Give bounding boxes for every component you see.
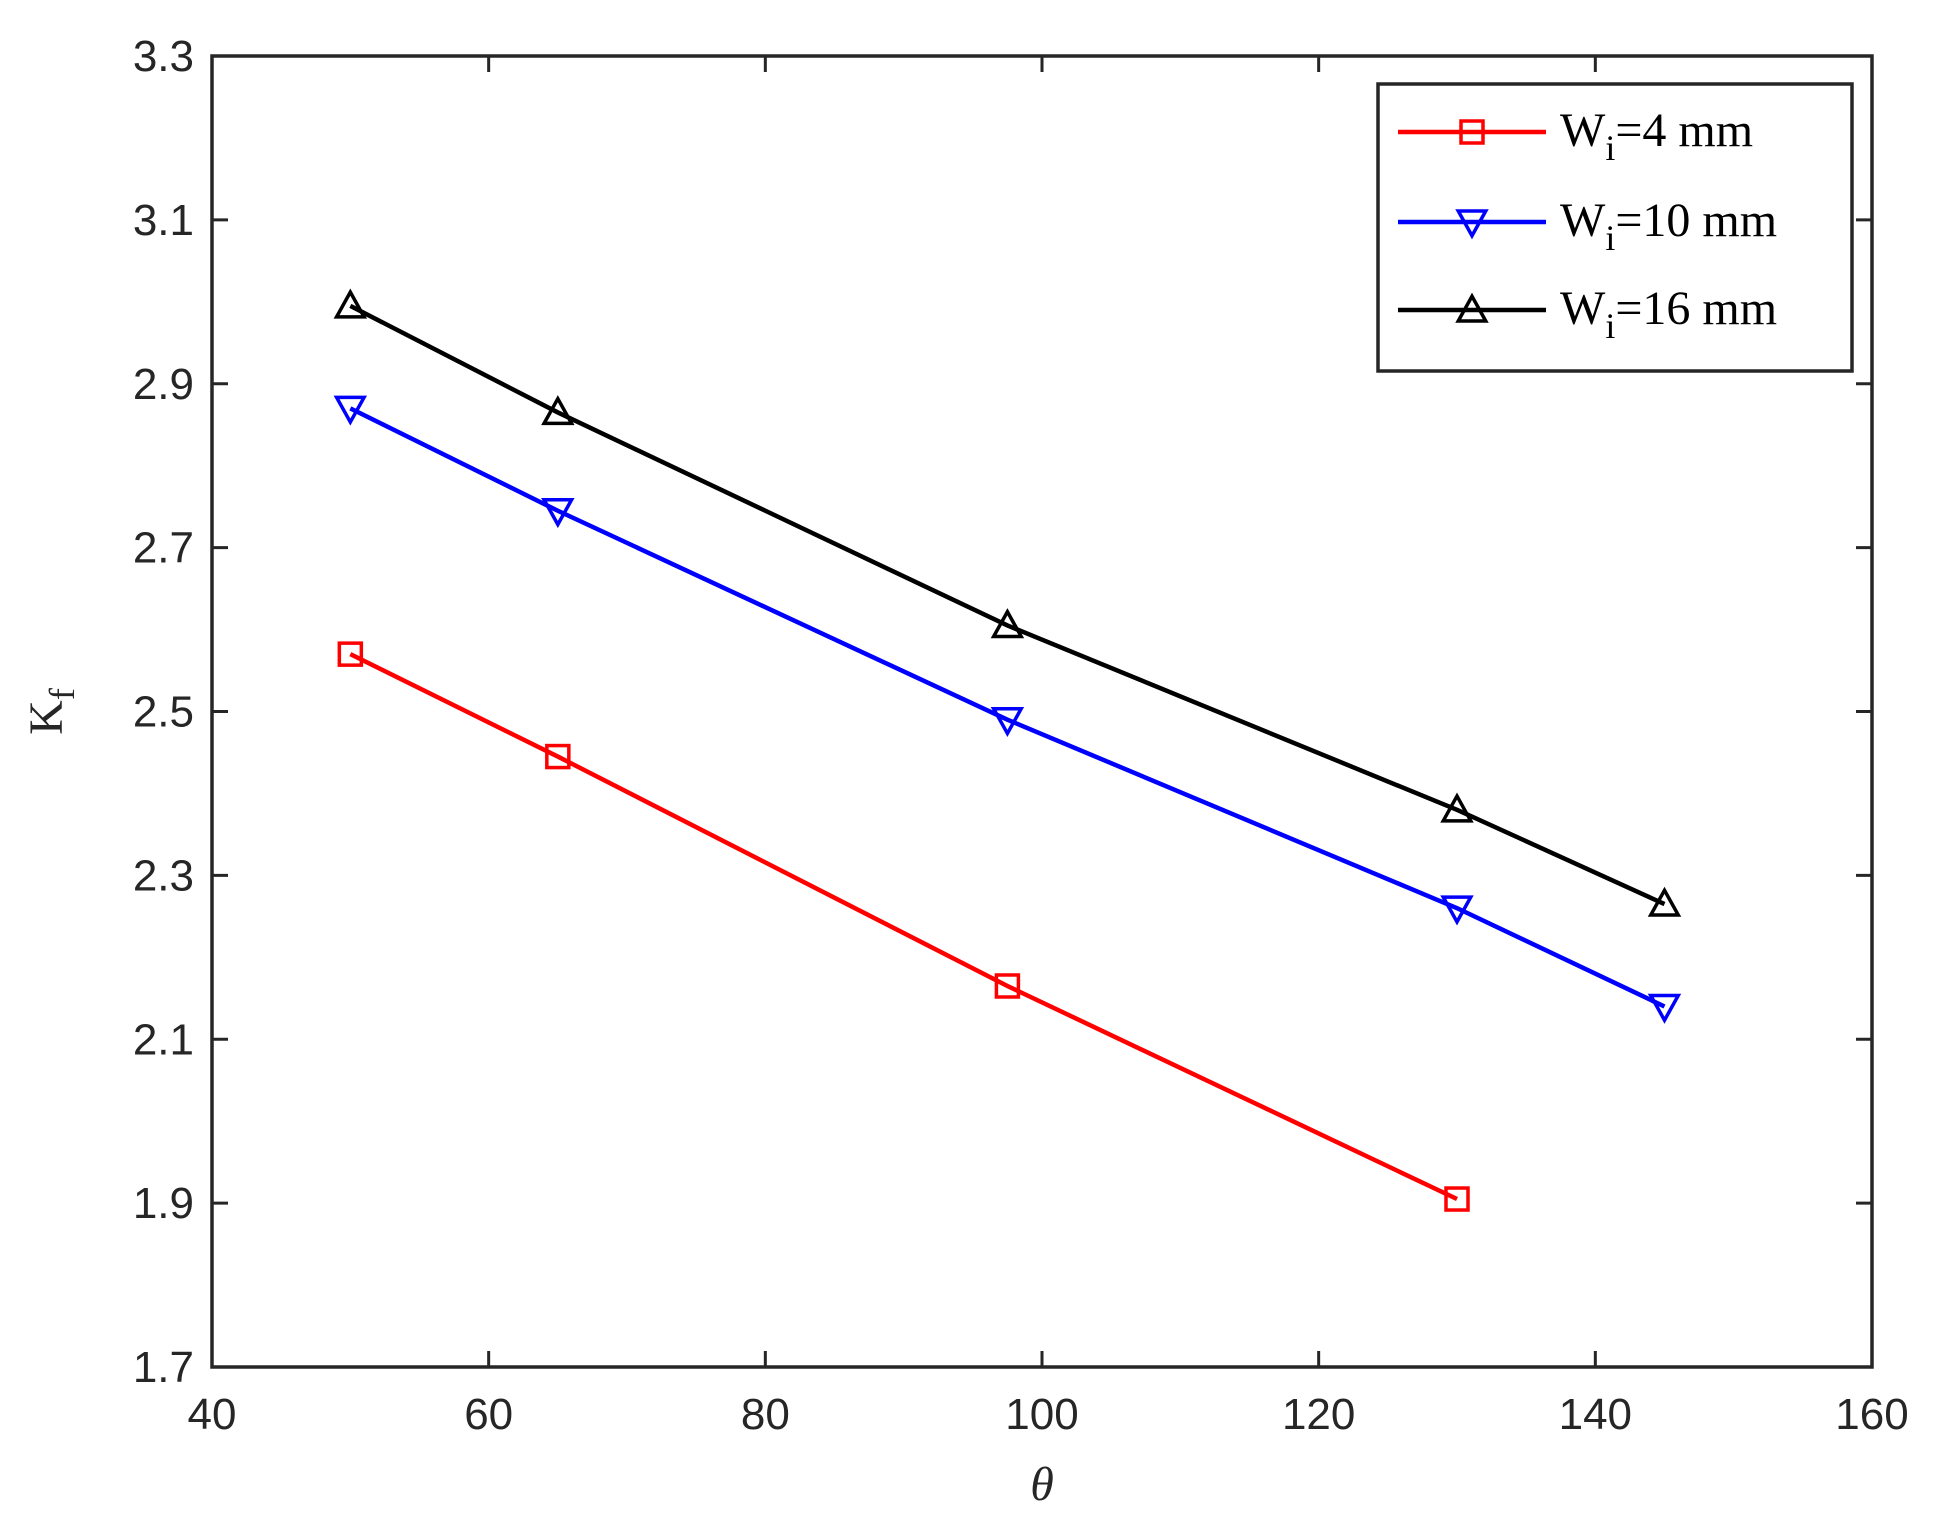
marker-square [545, 743, 571, 770]
legend-label: Wi=10 mm [1560, 194, 1777, 258]
marker-square [337, 641, 364, 667]
series-line [349, 652, 1458, 1202]
x-tick-label: 140 [1559, 1390, 1632, 1439]
x-tick-label: 60 [464, 1390, 513, 1439]
legend-item: Wi=4 mm [1398, 104, 1753, 168]
legend-label: Wi=4 mm [1560, 104, 1753, 168]
marker-triangle-down [1440, 895, 1474, 926]
x-tick-label: 100 [1005, 1390, 1078, 1439]
legend-label-subscript: i [1605, 128, 1615, 168]
y-tick-label: 2.7 [133, 524, 194, 573]
marker-triangle-up [1455, 292, 1489, 323]
y-tick-label: 2.1 [133, 1015, 194, 1064]
marker-triangle-up [1440, 792, 1474, 823]
plot-frame [210, 54, 1874, 1369]
y-tick-label: 1.9 [133, 1179, 194, 1228]
legend-label-rest: =16 mm [1615, 282, 1777, 335]
marker-triangle-up [333, 288, 368, 319]
legend-item: Wi=10 mm [1398, 194, 1777, 258]
legend-label-subscript: i [1605, 218, 1615, 258]
y-axis-label: Kf [20, 688, 82, 735]
y-tick-label: 2.5 [133, 688, 194, 737]
legend-label-rest: =4 mm [1615, 104, 1753, 157]
marker-triangle-down [541, 498, 575, 529]
legend-label-main: W [1560, 194, 1606, 247]
marker-square [994, 973, 1021, 999]
x-tick-label: 40 [188, 1390, 237, 1439]
marker-triangle-up [541, 395, 575, 426]
marker-square [1444, 1186, 1470, 1212]
marker-triangle-down [1455, 209, 1489, 240]
marker-square [1459, 119, 1485, 145]
legend-label-subscript: i [1605, 306, 1615, 346]
series-1 [337, 641, 1470, 1212]
series-3 [333, 288, 1682, 917]
y-tick-label: 1.7 [133, 1343, 194, 1392]
y-tick-label: 3.3 [133, 32, 194, 81]
x-axis-label: θ [1030, 1458, 1054, 1511]
y-tick-label: 2.3 [133, 851, 194, 900]
marker-triangle-up [990, 608, 1025, 639]
legend-label-main: W [1560, 282, 1606, 335]
y-tick-label: 3.1 [133, 196, 194, 245]
legend-label-rest: =10 mm [1615, 194, 1777, 247]
legend-label-main: W [1560, 104, 1606, 157]
marker-triangle-down [333, 395, 368, 426]
series-line [349, 303, 1666, 907]
x-tick-label: 80 [741, 1390, 790, 1439]
legend-item: Wi=16 mm [1398, 282, 1777, 346]
series-line [349, 406, 1666, 1009]
marker-triangle-up [1647, 886, 1682, 917]
y-tick-label: 2.9 [133, 360, 194, 409]
x-tick-label: 160 [1835, 1390, 1908, 1439]
legend-label: Wi=16 mm [1560, 282, 1777, 346]
x-tick-label: 120 [1282, 1390, 1355, 1439]
series-group [333, 288, 1682, 1212]
marker-triangle-down [1647, 993, 1682, 1024]
marker-triangle-down [990, 706, 1025, 738]
y-axis-label-main: K [20, 700, 73, 735]
y-axis-label-subscript: f [42, 688, 82, 700]
series-2 [333, 395, 1682, 1024]
